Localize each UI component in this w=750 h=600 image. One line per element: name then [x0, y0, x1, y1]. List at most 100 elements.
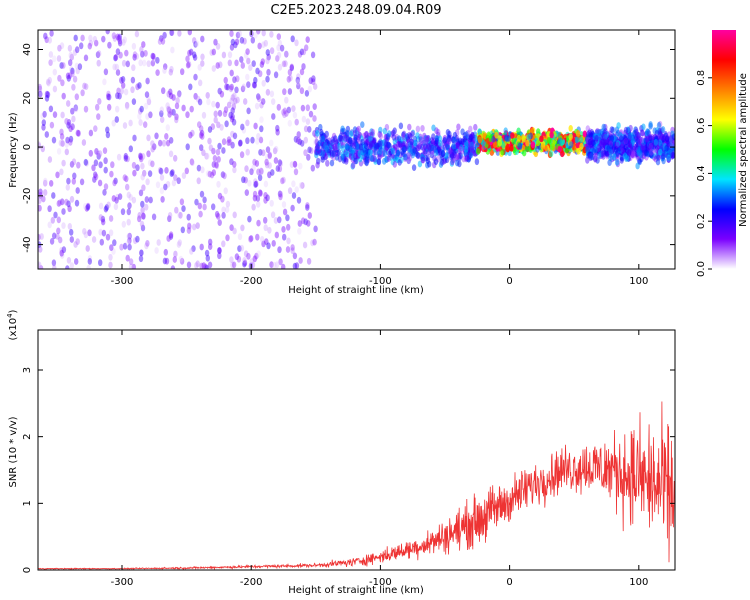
- spectrogram-cell: [360, 121, 365, 128]
- spectrogram-cell: [461, 155, 466, 163]
- spectrogram-cell: [664, 144, 669, 152]
- spectrogram-cell: [287, 119, 292, 127]
- spectrogram-cell: [535, 139, 541, 147]
- spectrogram-cell: [144, 203, 149, 211]
- spectrogram-cell: [38, 265, 44, 269]
- spectrogram-cell: [407, 154, 413, 162]
- spectrogram-cell: [281, 201, 287, 208]
- spectrogram-cell: [593, 155, 598, 163]
- spectrogram-cell: [75, 46, 80, 54]
- spectrogram-cell: [352, 142, 357, 150]
- spectrogram-cell: [56, 200, 61, 207]
- spectrogram-cell: [640, 136, 645, 144]
- spectrogram-cell: [188, 131, 193, 139]
- spectrogram-cell: [38, 261, 42, 269]
- spectrogram-cell: [463, 146, 469, 153]
- spectrogram-cell: [122, 122, 128, 129]
- spectrogram-cell: [408, 133, 413, 140]
- spectrogram-cell: [353, 152, 358, 160]
- spectrogram-cell: [627, 132, 632, 140]
- spectrogram-cell: [436, 128, 441, 136]
- spectrogram-cell: [44, 131, 49, 138]
- spectrogram-cell: [258, 189, 263, 197]
- spectrogram-cell: [444, 152, 449, 159]
- spectrogram-cell: [292, 161, 298, 168]
- spectrogram-cell: [603, 133, 608, 141]
- spectrogram-cell: [38, 197, 42, 204]
- spectrogram-cell: [283, 60, 288, 68]
- spectrogram-cell: [235, 31, 241, 39]
- spectrogram-cell: [395, 149, 401, 157]
- spectrogram-cell: [169, 108, 174, 116]
- spectrogram-cell: [438, 140, 443, 147]
- spectrogram-cell: [55, 233, 60, 240]
- spectrogram-cell: [418, 136, 423, 144]
- spectrogram-cell: [193, 41, 198, 48]
- spectrogram-cell: [619, 154, 624, 161]
- spectrogram-cell: [162, 257, 168, 265]
- spectrogram-cell: [184, 167, 189, 175]
- spectrogram-cell: [276, 33, 281, 40]
- spectrogram-cell: [44, 90, 50, 98]
- spectrogram-cell: [151, 53, 156, 60]
- spectrogram-cell: [49, 238, 55, 245]
- spectrogram-cell: [125, 183, 130, 191]
- spectrogram-cell: [286, 237, 291, 245]
- spectrogram-cell: [258, 149, 263, 156]
- colorbar-gradient: [712, 30, 736, 269]
- spectrogram-cell: [66, 200, 71, 208]
- spectrogram-cell: [401, 140, 406, 148]
- spectrogram-cell: [378, 132, 383, 140]
- spectrogram-cell: [230, 107, 235, 115]
- spectrogram-cell: [292, 262, 298, 269]
- spectrogram-cell: [75, 187, 80, 194]
- spectrogram-cell: [647, 134, 653, 142]
- spectrogram-cell: [445, 143, 450, 151]
- spectrogram-cell: [251, 203, 256, 211]
- spectrogram-cell: [46, 79, 51, 87]
- spectrogram-cell: [344, 155, 349, 163]
- spectrogram-cell: [66, 121, 71, 129]
- spectrogram-cell: [245, 48, 250, 55]
- colorbar-ticks: 0.0 0.2 0.4 0.6 0.8: [696, 70, 712, 277]
- spectrogram-cell: [51, 192, 56, 199]
- spectrogram-cell: [68, 59, 73, 67]
- spectrogram-cell: [189, 105, 194, 113]
- spectrogram-cell: [229, 83, 234, 91]
- spectrogram-cell: [367, 149, 373, 157]
- spectrogram-cell: [252, 255, 257, 263]
- spectrogram-cell: [234, 38, 240, 46]
- spectrogram-cell: [43, 32, 48, 40]
- spectrogram-cell: [369, 141, 374, 149]
- spectrogram-cell: [306, 153, 311, 161]
- spectrogram-cell: [610, 126, 616, 134]
- spectrogram-cell: [313, 83, 318, 90]
- spectrogram-cell: [411, 164, 417, 172]
- spectrogram-cell: [47, 36, 52, 44]
- spectrogram-cell: [197, 64, 202, 71]
- spectrogram-cell: [232, 132, 238, 140]
- spectrogram-cell: [615, 141, 620, 149]
- snr-y-ticks: 0 1 2 3: [22, 367, 675, 573]
- spectrogram-cell: [415, 125, 421, 133]
- spectrogram-cell: [378, 126, 383, 134]
- spectrogram-cell: [177, 90, 182, 98]
- spectrogram-cell: [102, 78, 107, 86]
- spectrogram-cell: [84, 205, 90, 212]
- spectrogram-cell: [263, 224, 268, 232]
- spectrogram-cell: [294, 262, 300, 269]
- spectrogram-cell: [48, 105, 54, 113]
- spectrogram-cell: [649, 133, 655, 141]
- spectrogram-cell: [97, 150, 103, 158]
- spectrogram-cell: [240, 224, 245, 232]
- spectrogram-cell: [511, 138, 516, 145]
- spectrogram-cell: [263, 180, 269, 188]
- spectrogram-cell: [253, 181, 258, 188]
- spectrogram-cell: [360, 138, 365, 146]
- spectrogram-cell: [256, 219, 261, 227]
- spectrogram-cell: [599, 141, 604, 149]
- y-tick-label: 0: [22, 567, 33, 573]
- spectrogram-cell: [445, 129, 451, 136]
- spectrogram-cell: [273, 145, 279, 153]
- spectrogram-cell: [637, 157, 642, 165]
